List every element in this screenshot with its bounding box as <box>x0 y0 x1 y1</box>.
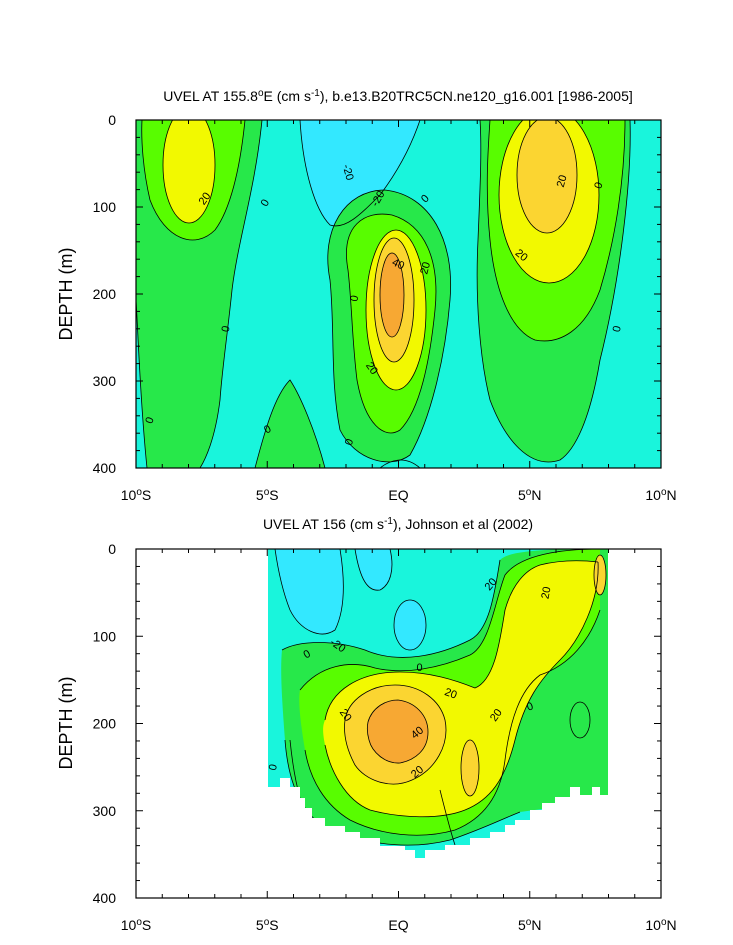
svg-text:0: 0 <box>259 197 272 208</box>
y-axis-label: DEPTH (m) <box>56 677 76 770</box>
svg-text:20: 20 <box>488 707 505 724</box>
svg-text:0: 0 <box>592 181 605 191</box>
contour-label: 0 <box>259 197 272 208</box>
contour-label: 20 <box>337 707 354 724</box>
svg-text:0: 0 <box>611 325 624 333</box>
contour-label: 0 <box>416 662 422 674</box>
y-tick-label: 100 <box>93 199 117 215</box>
contour-label: 0 <box>611 325 624 333</box>
x-tick-label: EQ <box>388 487 408 503</box>
contour-label: 0 <box>343 437 356 447</box>
x-tick-label: 10oN <box>645 487 676 504</box>
contour-label: 0 <box>220 325 233 333</box>
contour-label: 20 <box>363 360 380 377</box>
y-tick-label: 200 <box>93 716 117 732</box>
contour-label: 0 <box>525 700 535 713</box>
svg-text:20: 20 <box>337 707 354 724</box>
svg-text:20: 20 <box>555 174 570 189</box>
contour-label: -20 <box>340 163 356 181</box>
svg-text:20: 20 <box>363 360 380 377</box>
svg-text:0: 0 <box>220 325 233 333</box>
chart-panel-observed: UVEL AT 156 (cm s-1), Johnson et al (200… <box>56 516 677 934</box>
x-tick-label: 10oN <box>645 917 676 934</box>
svg-text:0: 0 <box>525 700 535 713</box>
svg-text:0: 0 <box>416 662 422 674</box>
y-tick-label: 0 <box>108 112 116 128</box>
contour-fill <box>268 549 608 858</box>
contour-label: 20 <box>443 686 459 701</box>
contour-label: 20 <box>418 261 433 276</box>
contour-fill <box>136 120 661 468</box>
y-tick-label: 400 <box>93 460 117 476</box>
x-tick-label: 10oS <box>121 917 151 934</box>
chart-title: UVEL AT 156 (cm s-1), Johnson et al (200… <box>263 516 533 533</box>
svg-text:0: 0 <box>262 423 273 436</box>
svg-text:20: 20 <box>540 586 554 600</box>
x-tick-label: 5oS <box>256 917 279 934</box>
contour-label: 0 <box>267 763 280 771</box>
svg-text:0: 0 <box>343 437 356 447</box>
svg-text:20: 20 <box>197 190 214 207</box>
y-tick-label: 0 <box>108 541 116 557</box>
contour-label: 0 <box>592 181 605 191</box>
x-tick-label: 5oS <box>256 487 279 504</box>
svg-text:0: 0 <box>301 648 312 661</box>
contour-label: 20 <box>540 586 554 600</box>
y-tick-label: 300 <box>93 803 117 819</box>
y-tick-label: 100 <box>93 628 117 644</box>
x-tick-label: EQ <box>388 917 408 933</box>
contour-label: 40 <box>390 256 406 272</box>
chart-title: UVEL AT 155.8oE (cm s-1), b.e13.B20TRC5C… <box>163 88 633 105</box>
svg-text:0: 0 <box>267 763 280 771</box>
contour-label: 20 <box>197 190 214 207</box>
contour-label: 20 <box>488 707 505 724</box>
x-tick-label: 5oN <box>518 487 541 504</box>
svg-text:0: 0 <box>348 294 361 302</box>
svg-text:40: 40 <box>390 256 406 272</box>
x-tick-label: 10oS <box>121 487 151 504</box>
y-axis-label: DEPTH (m) <box>56 248 76 341</box>
svg-text:-20: -20 <box>340 163 356 181</box>
contour-label: 0 <box>348 294 361 302</box>
y-tick-label: 400 <box>93 890 117 906</box>
x-tick-label: 5oN <box>518 917 541 934</box>
svg-text:20: 20 <box>443 686 459 701</box>
contour-label: 20 <box>555 174 570 189</box>
contour-label: 0 <box>262 423 273 436</box>
svg-text:0: 0 <box>143 416 156 426</box>
y-tick-label: 200 <box>93 286 117 302</box>
contour-label: 0 <box>143 416 156 426</box>
svg-text:20: 20 <box>418 261 433 276</box>
chart-panel-model: UVEL AT 155.8oE (cm s-1), b.e13.B20TRC5C… <box>56 88 677 504</box>
y-tick-label: 300 <box>93 373 117 389</box>
contour-label: 0 <box>301 648 312 661</box>
